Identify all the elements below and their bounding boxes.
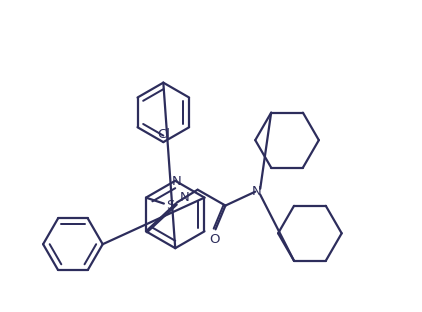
Text: S: S <box>166 199 174 212</box>
Text: Cl: Cl <box>157 128 170 141</box>
Text: N: N <box>252 185 261 198</box>
Text: N: N <box>171 175 181 188</box>
Text: N: N <box>180 191 189 204</box>
Text: O: O <box>209 233 220 246</box>
